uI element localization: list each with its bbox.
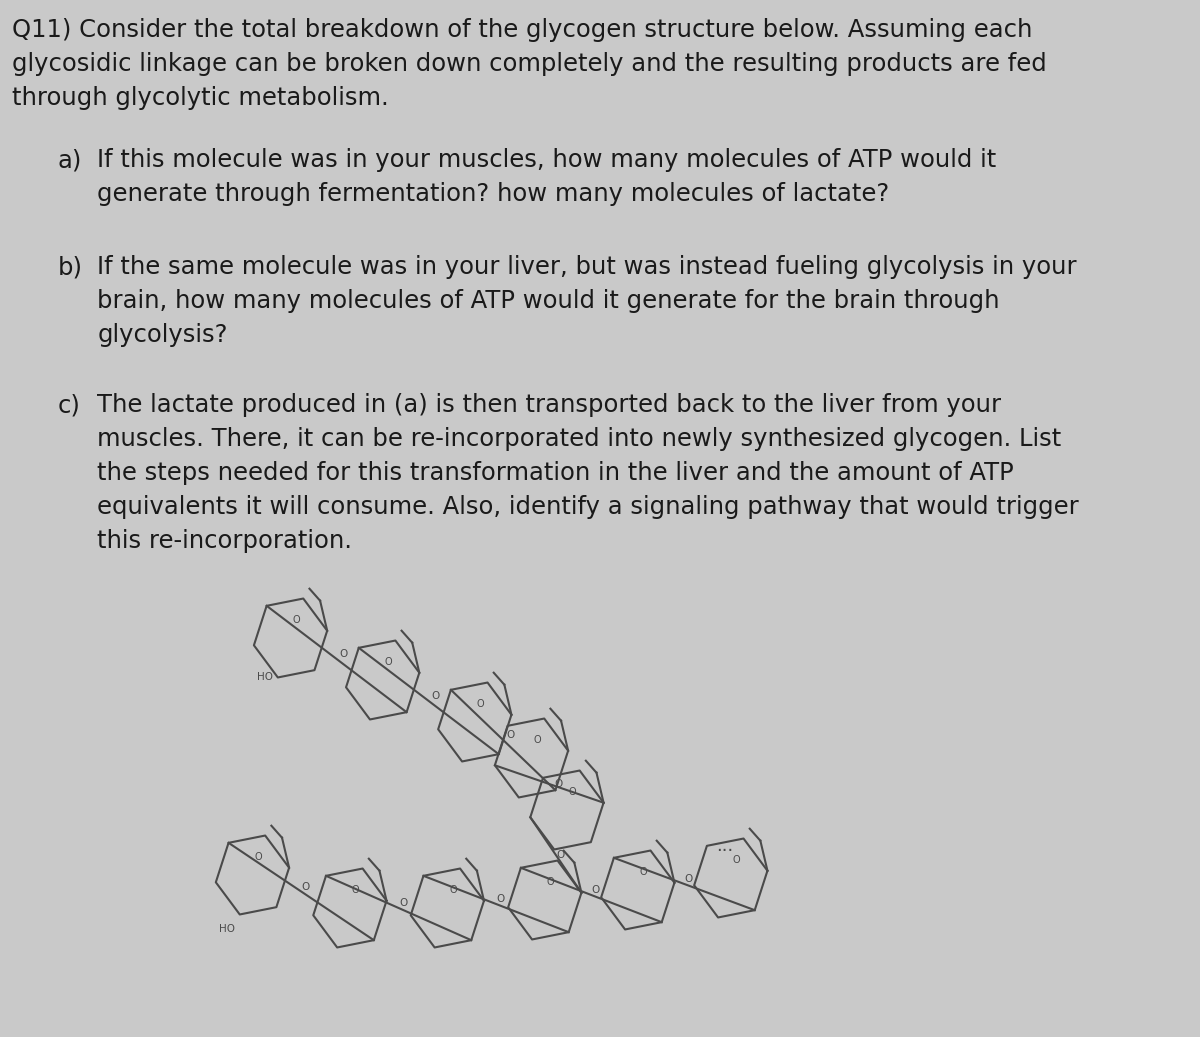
Text: brain, how many molecules of ATP would it generate for the brain through: brain, how many molecules of ATP would i… xyxy=(97,289,1000,313)
Text: muscles. There, it can be re-incorporated into newly synthesized glycogen. List: muscles. There, it can be re-incorporate… xyxy=(97,427,1062,451)
Text: through glycolytic metabolism.: through glycolytic metabolism. xyxy=(12,86,389,110)
Text: c): c) xyxy=(58,393,80,417)
Text: O: O xyxy=(547,877,554,888)
Text: O: O xyxy=(352,886,360,895)
Text: HO: HO xyxy=(257,672,274,682)
Text: O: O xyxy=(569,787,576,797)
Text: equivalents it will consume. Also, identify a signaling pathway that would trigg: equivalents it will consume. Also, ident… xyxy=(97,495,1079,518)
Text: O: O xyxy=(301,881,310,892)
Text: generate through fermentation? how many molecules of lactate?: generate through fermentation? how many … xyxy=(97,183,889,206)
Text: O: O xyxy=(556,850,564,860)
Text: this re-incorporation.: this re-incorporation. xyxy=(97,529,353,553)
Text: Q11) Consider the total breakdown of the glycogen structure below. Assuming each: Q11) Consider the total breakdown of the… xyxy=(12,18,1033,43)
Text: the steps needed for this transformation in the liver and the amount of ATP: the steps needed for this transformation… xyxy=(97,461,1014,485)
Text: O: O xyxy=(340,649,348,658)
Text: O: O xyxy=(640,867,647,877)
Text: The lactate produced in (a) is then transported back to the liver from your: The lactate produced in (a) is then tran… xyxy=(97,393,1002,417)
Text: If this molecule was in your muscles, how many molecules of ATP would it: If this molecule was in your muscles, ho… xyxy=(97,148,997,172)
Text: glycosidic linkage can be broken down completely and the resulting products are : glycosidic linkage can be broken down co… xyxy=(12,52,1048,76)
Text: O: O xyxy=(592,885,600,895)
Text: O: O xyxy=(554,779,563,789)
Text: O: O xyxy=(398,898,407,908)
Text: O: O xyxy=(476,699,485,709)
Text: O: O xyxy=(293,615,300,625)
Text: b): b) xyxy=(58,255,83,279)
Text: O: O xyxy=(449,886,457,895)
Text: O: O xyxy=(432,691,440,701)
Text: O: O xyxy=(534,735,541,746)
Text: If the same molecule was in your liver, but was instead fueling glycolysis in yo: If the same molecule was in your liver, … xyxy=(97,255,1078,279)
Text: glycolysis?: glycolysis? xyxy=(97,323,228,347)
Text: ...: ... xyxy=(715,837,733,854)
Text: O: O xyxy=(733,856,740,865)
Text: HO: HO xyxy=(220,924,235,934)
Text: O: O xyxy=(497,894,505,904)
Text: O: O xyxy=(384,657,392,667)
Text: a): a) xyxy=(58,148,82,172)
Text: O: O xyxy=(254,852,262,862)
Text: O: O xyxy=(506,730,515,740)
Text: O: O xyxy=(685,874,692,884)
